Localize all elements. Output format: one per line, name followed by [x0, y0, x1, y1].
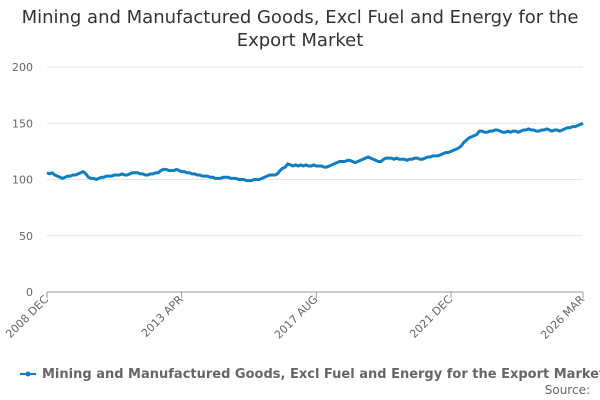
x-tick-label: 2026 MAR — [538, 293, 587, 342]
y-tick-label: 200 — [12, 61, 33, 74]
x-tick-label: 2021 DEC — [407, 293, 455, 341]
chart-title: Mining and Manufactured Goods, Excl Fuel… — [21, 7, 579, 51]
legend-marker — [25, 371, 31, 377]
y-tick-label: 0 — [26, 286, 33, 299]
x-tick-label: 2008 DEC — [3, 293, 51, 341]
legend-label: Mining and Manufactured Goods, Excl Fuel… — [42, 367, 600, 382]
data-line — [46, 121, 584, 183]
source: Source: — [545, 383, 590, 397]
y-tick-label: 100 — [12, 174, 33, 187]
y-tick-label: 50 — [19, 230, 33, 243]
x-tick-label: 2017 AUG — [272, 293, 321, 342]
y-tick-label: 150 — [12, 117, 33, 130]
x-tick-label: 2013 APR — [139, 293, 186, 340]
